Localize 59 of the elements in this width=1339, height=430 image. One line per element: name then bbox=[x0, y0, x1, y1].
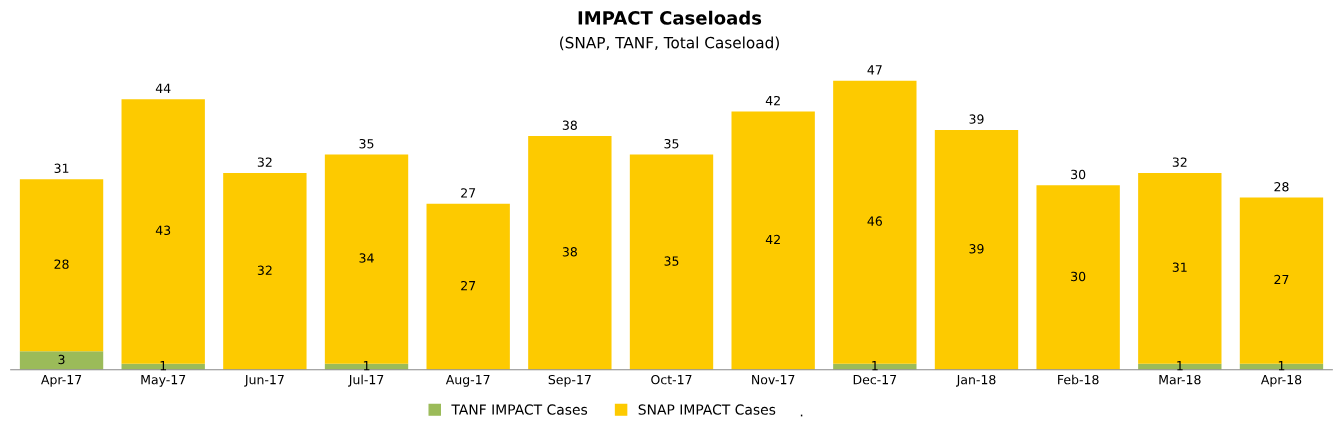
x-tick-label: Apr-17 bbox=[41, 375, 82, 387]
data-label: 1 bbox=[1278, 361, 1285, 371]
chart-subtitle: (SNAP, TANF, Total Caseload) bbox=[560, 36, 779, 51]
data-label: 34 bbox=[359, 253, 374, 263]
data-label: 27 bbox=[1274, 274, 1289, 285]
data-label: 32 bbox=[257, 265, 272, 276]
total-label: 27 bbox=[461, 188, 476, 198]
x-tick-label: Aug-17 bbox=[445, 375, 490, 387]
x-tick-label: Jul-17 bbox=[348, 374, 384, 387]
text: . bbox=[800, 414, 803, 417]
legend-label: SNAP IMPACT Cases bbox=[638, 404, 776, 415]
bar bbox=[1036, 185, 1120, 370]
total-label: 39 bbox=[969, 114, 984, 124]
total-label: 44 bbox=[155, 83, 171, 93]
total-label: 35 bbox=[359, 138, 374, 149]
bar bbox=[731, 111, 815, 370]
total-label: 42 bbox=[765, 95, 780, 106]
bar bbox=[528, 136, 612, 370]
total-label: 32 bbox=[257, 157, 272, 167]
data-label: 30 bbox=[1071, 271, 1086, 282]
data-label: 1 bbox=[363, 361, 370, 371]
total-label: 32 bbox=[1172, 157, 1187, 167]
data-label: 39 bbox=[969, 244, 984, 254]
x-tick-label: Jun-17 bbox=[244, 375, 284, 387]
bar bbox=[19, 179, 104, 352]
x-tick-label: Sep-17 bbox=[548, 374, 591, 387]
data-label: 1 bbox=[1177, 361, 1183, 371]
x-tick-label: Apr-18 bbox=[1260, 374, 1302, 387]
x-tick-label: Mar-18 bbox=[1159, 374, 1201, 385]
legend-label: TANF IMPACT Cases bbox=[451, 404, 588, 415]
x-tick-label: Oct-17 bbox=[651, 374, 692, 385]
x-tick-label: Dec-17 bbox=[853, 375, 897, 385]
data-label: 31 bbox=[1172, 262, 1187, 272]
total-label: 47 bbox=[867, 65, 882, 75]
data-label: 35 bbox=[664, 256, 679, 266]
x-tick-label: Jan-18 bbox=[956, 374, 996, 387]
total-label: 30 bbox=[1071, 169, 1086, 180]
total-label: 38 bbox=[562, 120, 577, 130]
bar bbox=[629, 154, 714, 370]
x-tick-label: Nov-17 bbox=[752, 375, 795, 385]
data-label: 38 bbox=[562, 247, 577, 257]
x-tick-label: May-17 bbox=[141, 375, 186, 387]
bar bbox=[19, 351, 104, 370]
data-label: 1 bbox=[160, 361, 167, 371]
data-label: 42 bbox=[765, 234, 780, 245]
data-label: 27 bbox=[461, 280, 476, 291]
x-tick-label: Feb-18 bbox=[1058, 374, 1099, 385]
data-label: 3 bbox=[58, 354, 65, 365]
data-label: 1 bbox=[872, 361, 878, 371]
bar bbox=[223, 172, 307, 370]
total-label: 35 bbox=[664, 138, 679, 149]
data-label: 43 bbox=[155, 225, 171, 236]
bar bbox=[934, 129, 1019, 370]
chart-title: IMPACT Caseloads bbox=[578, 10, 762, 25]
data-label: 28 bbox=[54, 259, 69, 269]
bar bbox=[426, 203, 510, 370]
total-label: 31 bbox=[54, 163, 69, 174]
total-label: 28 bbox=[1274, 182, 1289, 192]
data-label: 46 bbox=[867, 216, 882, 226]
